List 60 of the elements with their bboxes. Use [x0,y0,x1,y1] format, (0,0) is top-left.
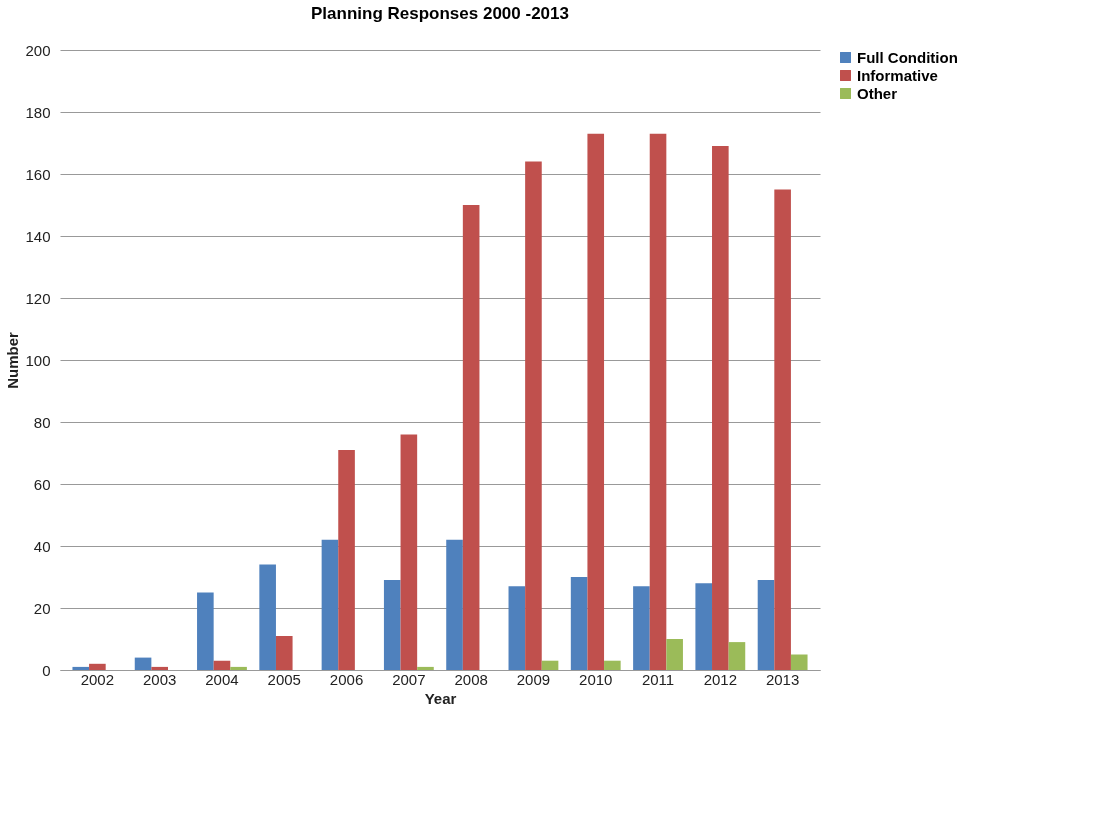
y-tick-label: 80 [33,413,51,431]
x-tick-label: 2002 [80,670,115,688]
x-tick-label: 2005 [267,670,301,688]
bar [400,434,418,670]
bar [230,666,247,670]
y-tick-label: 100 [25,351,51,369]
bar [695,583,713,670]
bar [134,657,152,670]
bar [666,639,683,670]
x-tick-label: 2012 [703,670,738,688]
chart-title: Planning Responses 2000 -2013 [311,4,569,23]
bar [712,146,729,670]
y-tick-label: 120 [25,289,51,307]
x-tick-label: 2007 [392,670,426,688]
x-tick-label: 2006 [329,670,364,688]
x-tick-label: 2009 [516,670,551,688]
bar [417,666,434,670]
bar [774,189,791,670]
bar [728,642,746,670]
bar [462,205,480,670]
legend-label: Other [857,84,898,102]
x-tick-label: 2004 [205,670,239,688]
bar [604,660,621,670]
y-tick-label: 200 [25,41,51,59]
y-tick-label: 140 [25,227,51,245]
bar [633,586,650,670]
bar [525,161,542,670]
bar [383,580,401,670]
x-tick-label: 2010 [579,670,613,688]
bar [570,577,588,670]
bar [275,635,293,670]
bar [790,654,808,670]
bar [213,660,231,670]
legend-label: Full Condition [857,48,958,66]
bar [757,580,775,670]
bar [151,666,168,670]
y-tick-label: 40 [33,537,51,555]
bar [649,133,667,670]
bar [259,564,276,670]
x-tick-label: 2008 [454,670,488,688]
x-tick-label: 2003 [142,670,177,688]
y-tick-label: 160 [25,165,51,183]
bar [72,666,90,670]
bar [541,660,559,670]
legend-label: Informative [857,66,938,84]
bar [321,539,339,670]
bar [338,449,355,670]
y-tick-label: 60 [33,475,51,493]
bar [508,586,526,670]
y-tick-label: 180 [25,103,51,121]
bar [197,592,214,670]
y-tick-label: 0 [42,661,51,679]
y-tick-label: 20 [33,599,51,617]
bar [446,539,463,670]
y-axis-title: Number [4,332,22,389]
x-tick-label: 2011 [641,670,675,688]
x-tick-label: 2013 [765,670,800,688]
bar [587,133,605,670]
x-axis-title: Year [424,689,457,707]
bar [89,663,106,670]
